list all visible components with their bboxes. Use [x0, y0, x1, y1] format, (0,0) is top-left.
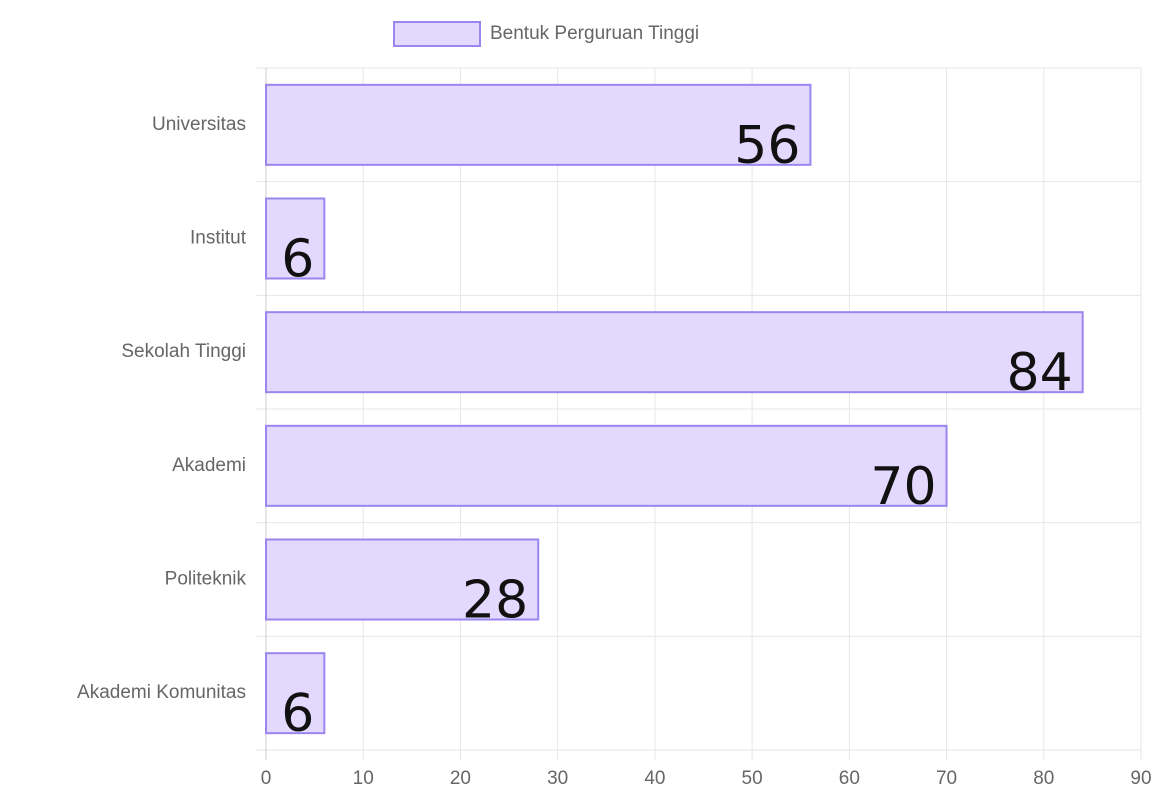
- y-tick-label: Akademi Komunitas: [77, 682, 246, 703]
- y-tick-label: Akademi: [172, 455, 246, 476]
- y-tick-label: Sekolah Tinggi: [121, 341, 246, 362]
- y-tick-label: Politeknik: [165, 569, 247, 590]
- legend-label: Bentuk Perguruan Tinggi: [490, 23, 699, 44]
- value-label: 70: [870, 457, 936, 517]
- x-tick-label: 40: [644, 768, 665, 789]
- y-tick-label: Institut: [190, 228, 247, 249]
- bar: [265, 311, 1084, 394]
- x-tick-label: 0: [261, 768, 272, 789]
- bar: [265, 197, 326, 280]
- bar: [265, 538, 540, 621]
- bar: [265, 652, 326, 735]
- value-label: 6: [281, 230, 314, 290]
- x-tick-label: 30: [547, 768, 568, 789]
- legend: Bentuk Perguruan Tinggi: [393, 21, 699, 47]
- x-tick-label: 10: [353, 768, 374, 789]
- x-tick-label: 50: [742, 768, 763, 789]
- y-tick-label: Universitas: [152, 114, 246, 135]
- x-tick-label: 60: [839, 768, 860, 789]
- value-label: 84: [1006, 343, 1072, 403]
- x-tick-label: 70: [936, 768, 957, 789]
- x-tick-label: 20: [450, 768, 471, 789]
- x-tick-label: 90: [1130, 768, 1151, 789]
- value-label: 56: [734, 116, 800, 176]
- legend-swatch: [393, 21, 481, 47]
- bar: [265, 83, 812, 166]
- value-label: 28: [462, 571, 528, 631]
- bar: [265, 424, 948, 507]
- value-label: 6: [281, 684, 314, 744]
- x-tick-label: 80: [1033, 768, 1054, 789]
